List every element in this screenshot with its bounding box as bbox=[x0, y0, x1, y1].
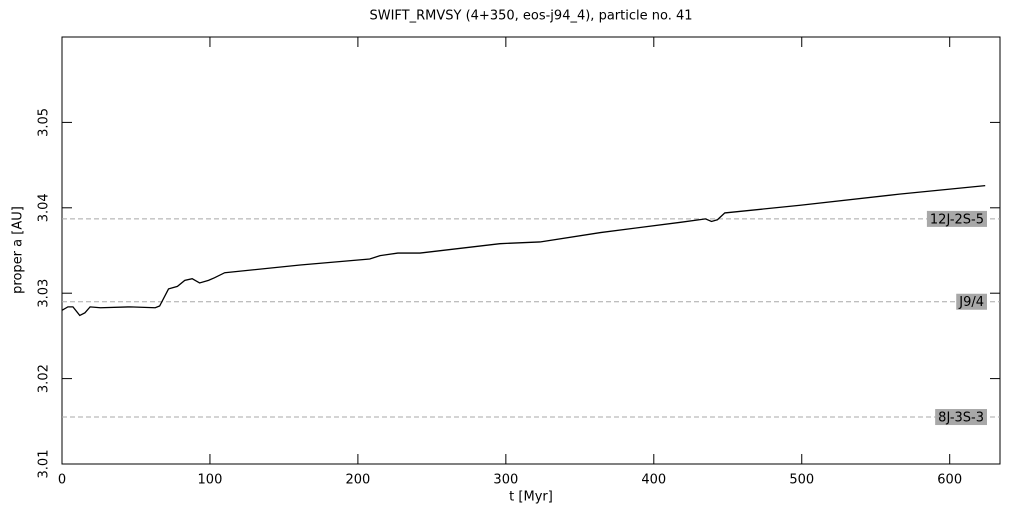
x-tick-label: 600 bbox=[937, 473, 962, 488]
reference-label: J9/4 bbox=[958, 295, 984, 310]
x-tick-label: 300 bbox=[493, 473, 518, 488]
y-tick-label: 3.02 bbox=[37, 364, 52, 393]
x-tick-label: 100 bbox=[198, 473, 223, 488]
reference-label: 8J-3S-3 bbox=[938, 411, 984, 426]
x-tick-label: 200 bbox=[345, 473, 370, 488]
y-tick-label: 3.04 bbox=[37, 193, 52, 222]
reference-label-box bbox=[935, 409, 987, 426]
y-tick-label: 3.01 bbox=[37, 450, 52, 479]
data-line bbox=[61, 184, 986, 317]
reference-label-box bbox=[926, 210, 987, 227]
chart-title: SWIFT_RMVSY (4+350, eos-j94_4), particle… bbox=[369, 9, 692, 24]
reference-label-box bbox=[956, 293, 987, 310]
y-axis-label: proper a [AU] bbox=[11, 206, 26, 294]
y-tick-label: 3.05 bbox=[37, 108, 52, 137]
plot-frame bbox=[61, 36, 1001, 465]
y-tick-label: 3.03 bbox=[37, 279, 52, 308]
x-axis-label: t [Myr] bbox=[509, 490, 553, 505]
x-tick-label: 400 bbox=[641, 473, 666, 488]
reference-label: 12J-2S-5 bbox=[930, 212, 984, 227]
x-tick-label: 0 bbox=[58, 473, 66, 488]
x-tick-label: 500 bbox=[789, 473, 814, 488]
